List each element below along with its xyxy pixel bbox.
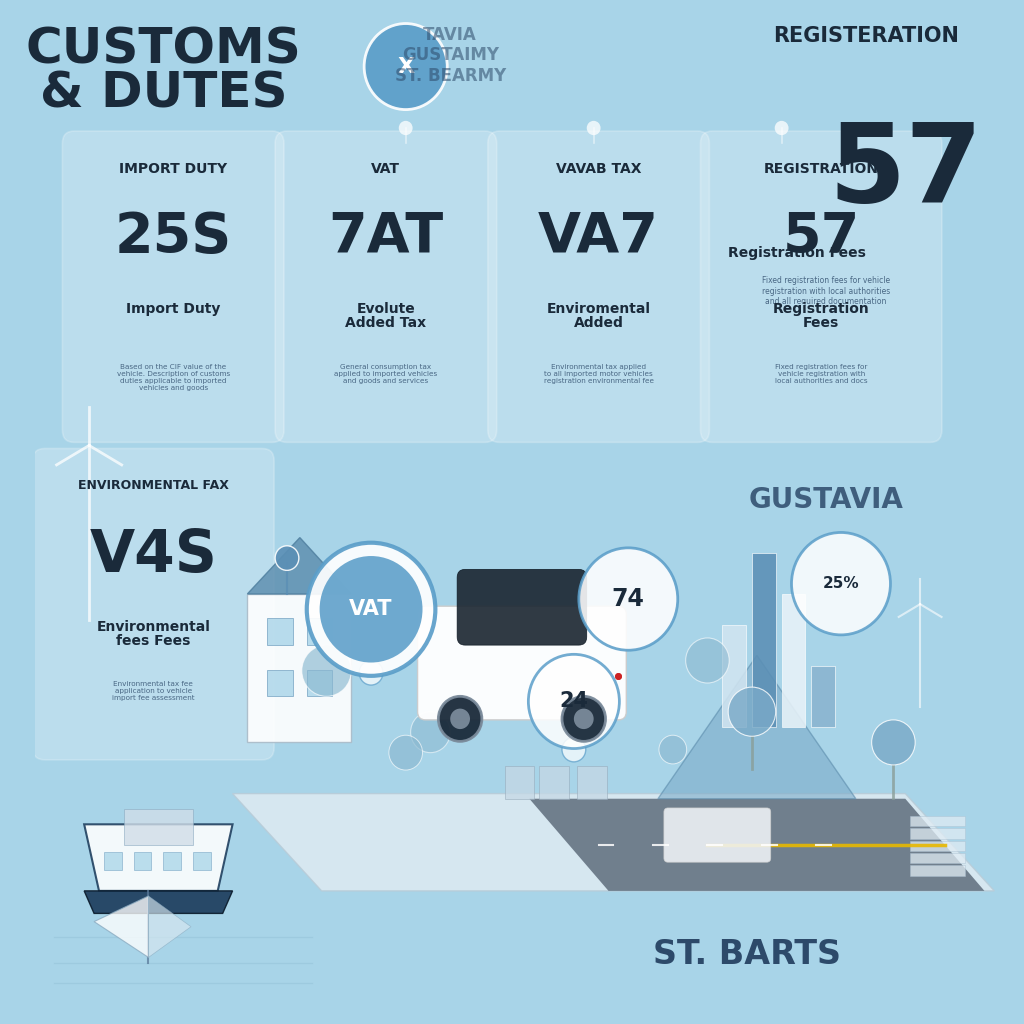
Text: 57: 57 [782,210,860,264]
Circle shape [562,696,605,741]
FancyBboxPatch shape [33,449,274,760]
Text: Registration Fees: Registration Fees [727,246,865,260]
Circle shape [398,121,413,135]
Circle shape [411,712,451,753]
Bar [540,766,569,799]
Polygon shape [84,891,232,913]
Text: VAT: VAT [349,599,393,620]
FancyBboxPatch shape [664,808,771,862]
Text: Evolute
Added Tax: Evolute Added Tax [345,302,426,330]
Bar [267,670,293,696]
Text: Environmental
fees Fees: Environmental fees Fees [96,620,210,647]
Text: Import Duty: Import Duty [126,302,220,316]
Circle shape [389,735,423,770]
Circle shape [307,543,435,676]
Bar [267,618,293,645]
Bar [193,852,211,870]
Bar [307,670,333,696]
Text: CUSTOMS
& DUTES: CUSTOMS & DUTES [26,26,301,118]
Text: Environmental tax applied
to all imported motor vehicles
registration environmen: Environmental tax applied to all importe… [544,364,653,384]
FancyBboxPatch shape [487,131,710,442]
Polygon shape [658,655,856,799]
Text: VA7: VA7 [539,210,659,264]
Text: 25S: 25S [115,210,231,264]
Polygon shape [529,799,984,891]
Circle shape [573,709,594,729]
Text: ST. BARTS: ST. BARTS [653,938,841,971]
Text: IMPORT DUTY: IMPORT DUTY [119,162,227,176]
Text: Environmental tax fee
application to vehicle
import fee assessment: Environmental tax fee application to veh… [112,681,195,701]
Bar [124,809,193,845]
Circle shape [365,24,447,110]
Bar [910,865,965,876]
Bar [505,766,535,799]
Text: Based on the CIF value of the
vehicle. Description of customs
duties applicable : Based on the CIF value of the vehicle. D… [117,364,229,390]
Circle shape [275,546,299,570]
Circle shape [686,638,729,683]
Circle shape [579,548,678,650]
Bar [910,816,965,826]
Text: Fixed registration fees for vehicle
registration with local authorities
and all : Fixed registration fees for vehicle regi… [762,276,890,306]
Circle shape [775,121,788,135]
FancyBboxPatch shape [275,131,497,442]
Circle shape [438,696,482,741]
Polygon shape [232,794,994,891]
Text: Registration
Fees: Registration Fees [773,302,869,330]
Text: 7AT: 7AT [329,210,443,264]
Circle shape [587,121,601,135]
Circle shape [792,532,891,635]
Text: VAVAB TAX: VAVAB TAX [556,162,641,176]
Bar [104,852,122,870]
Bar [910,853,965,863]
Polygon shape [148,896,191,957]
Text: VAT: VAT [372,162,400,176]
Circle shape [528,654,620,749]
Polygon shape [248,538,351,594]
Bar [910,828,965,839]
Text: X: X [397,56,415,77]
Text: GUSTAVIA: GUSTAVIA [749,486,903,514]
Text: Fixed registration fees for
vehicle registration with
local authorities and docs: Fixed registration fees for vehicle regi… [775,364,867,384]
Polygon shape [94,896,148,957]
Circle shape [319,556,423,663]
Text: 24: 24 [559,691,589,712]
Bar [163,852,181,870]
Text: 25%: 25% [822,577,859,591]
FancyBboxPatch shape [457,569,587,645]
Circle shape [359,660,383,685]
Bar [811,666,835,727]
Text: TAVIA
GUSTAIMY
ST. BEARMY: TAVIA GUSTAIMY ST. BEARMY [394,26,506,85]
Text: Enviromental
Added: Enviromental Added [547,302,650,330]
Text: ENVIRONMENTAL FAX: ENVIRONMENTAL FAX [78,479,228,493]
Circle shape [659,735,687,764]
Circle shape [451,709,470,729]
Bar [722,625,746,727]
Circle shape [871,720,915,765]
FancyBboxPatch shape [62,131,284,442]
Circle shape [728,687,776,736]
Bar [752,553,776,727]
Bar [577,766,606,799]
Text: 57: 57 [828,118,983,224]
Text: 74: 74 [612,587,645,611]
Bar [248,594,351,742]
Text: General consumption tax
applied to imported vehicles
and goods and services: General consumption tax applied to impor… [334,364,437,384]
Polygon shape [84,824,232,891]
Text: REGISTERATION: REGISTERATION [773,26,958,46]
Circle shape [302,645,351,696]
Text: REGISTRATION: REGISTRATION [764,162,879,176]
Circle shape [562,737,586,762]
Bar [307,618,333,645]
Text: V4S: V4S [89,527,217,585]
Bar [781,594,805,727]
FancyBboxPatch shape [700,131,942,442]
Bar [910,841,965,851]
Bar [134,852,152,870]
FancyBboxPatch shape [418,606,627,720]
